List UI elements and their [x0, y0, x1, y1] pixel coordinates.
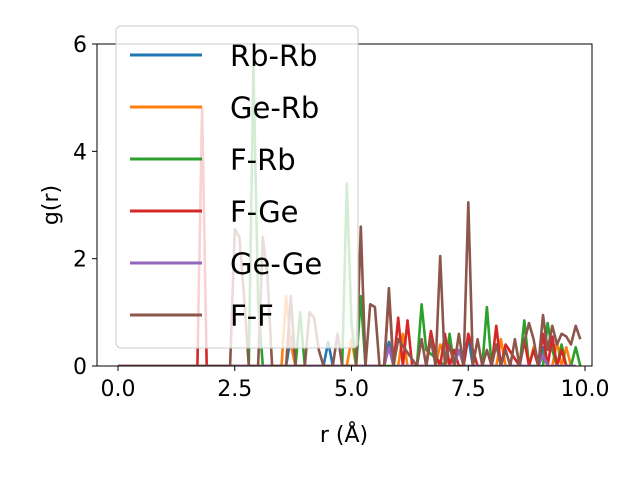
- y-axis-label: g(r): [39, 185, 64, 225]
- series-line-ge-ge: [118, 345, 576, 366]
- y-tick-label: 0: [73, 355, 87, 380]
- legend-label-f-ge: F-Ge: [230, 195, 299, 229]
- x-tick-label: 2.5: [217, 377, 252, 402]
- legend-label-ge-rb: Ge-Rb: [230, 91, 319, 125]
- legend-label-rb-rb: Rb-Rb: [230, 39, 318, 73]
- x-tick-label: 0.0: [101, 377, 136, 402]
- legend-label-ge-ge: Ge-Ge: [230, 247, 322, 281]
- y-tick-label: 6: [73, 33, 87, 58]
- y-axis: 0 2 4 6: [73, 33, 97, 380]
- plot-area: [96, 43, 593, 367]
- x-tick-label: 10.0: [561, 377, 610, 402]
- legend-label-f-f: F-F: [230, 299, 274, 333]
- x-axis-label: r (Å): [320, 421, 368, 448]
- x-tick-label: 7.5: [451, 377, 486, 402]
- x-axis: 0.0 2.5 5.0 7.5 10.0: [101, 366, 610, 402]
- legend-label-f-rb: F-Rb: [230, 143, 296, 177]
- y-tick-label: 4: [73, 140, 87, 165]
- x-tick-label: 5.0: [334, 377, 369, 402]
- legend[interactable]: Rb-Rb Ge-Rb F-Rb F-Ge Ge-Ge F-F: [115, 25, 359, 349]
- y-tick-label: 2: [73, 248, 87, 273]
